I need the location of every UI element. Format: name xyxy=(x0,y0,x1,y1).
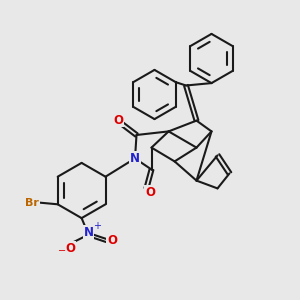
Text: O: O xyxy=(145,185,155,199)
Text: −: − xyxy=(58,246,66,256)
Text: N: N xyxy=(83,226,94,239)
Text: Br: Br xyxy=(25,197,39,208)
Text: +: + xyxy=(93,221,101,231)
Text: N: N xyxy=(130,152,140,165)
Text: O: O xyxy=(107,234,117,247)
Text: O: O xyxy=(113,113,123,127)
Text: O: O xyxy=(65,242,76,255)
